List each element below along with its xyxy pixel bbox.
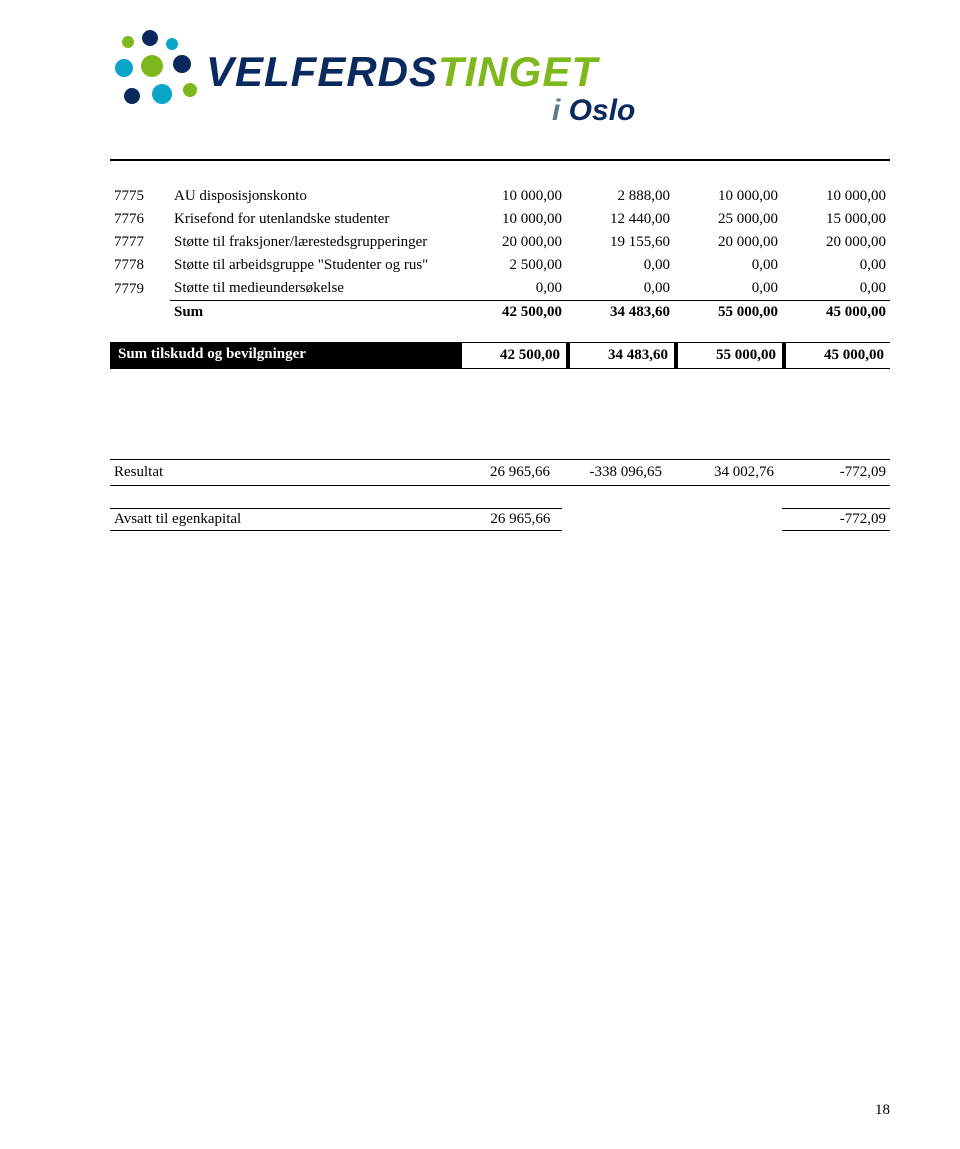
- row-desc: AU disposisjonskonto: [170, 185, 458, 208]
- result-label: Resultat: [110, 462, 442, 483]
- table-row: 7778Støtte til arbeidsgruppe "Studenter …: [110, 254, 890, 277]
- row-c3: 25 000,00: [674, 208, 782, 231]
- result-c3: 34 002,76: [666, 462, 778, 483]
- row-c4: 10 000,00: [782, 185, 890, 208]
- row-c3: 0,00: [674, 277, 782, 301]
- avsatt-gap: [562, 508, 782, 531]
- row-c4: 0,00: [782, 254, 890, 277]
- sum-c1: 42 500,00: [458, 301, 566, 325]
- row-c2: 0,00: [566, 254, 674, 277]
- row-c2: 2 888,00: [566, 185, 674, 208]
- sum-c3: 55 000,00: [674, 301, 782, 325]
- result-line: Resultat 26 965,66 -338 096,65 34 002,76…: [110, 459, 890, 486]
- result-block: Resultat 26 965,66 -338 096,65 34 002,76…: [110, 459, 890, 531]
- row-c4: 20 000,00: [782, 231, 890, 254]
- avsatt-label: Avsatt til egenkapital: [114, 511, 490, 528]
- row-c3: 10 000,00: [674, 185, 782, 208]
- row-desc: Støtte til medieundersøkelse: [170, 277, 458, 301]
- avsatt-row: Avsatt til egenkapital 26 965,66 -772,09: [110, 508, 890, 531]
- table-row: 7779Støtte til medieundersøkelse0,000,00…: [110, 277, 890, 301]
- row-c4: 15 000,00: [782, 208, 890, 231]
- avsatt-right-val: -772,09: [782, 508, 890, 531]
- row-code: 7776: [110, 208, 170, 231]
- row-c1: 0,00: [458, 277, 566, 301]
- total-label: Sum tilskudd og bevilgninger: [110, 342, 462, 369]
- row-code: 7778: [110, 254, 170, 277]
- svg-text:i Oslo: i Oslo: [552, 94, 635, 127]
- sum-label: Sum: [170, 301, 458, 325]
- table-row: 7776Krisefond for utenlandske studenter1…: [110, 208, 890, 231]
- row-code: 7777: [110, 231, 170, 254]
- row-desc: Støtte til fraksjoner/lærestedsgrupperin…: [170, 231, 458, 254]
- row-c1: 2 500,00: [458, 254, 566, 277]
- result-c1: 26 965,66: [442, 462, 554, 483]
- row-desc: Krisefond for utenlandske studenter: [170, 208, 458, 231]
- sum-spacer: [110, 301, 170, 325]
- total-row: Sum tilskudd og bevilgninger 42 500,00 3…: [110, 342, 890, 369]
- row-c2: 0,00: [566, 277, 674, 301]
- svg-text:VELFERDSTINGET: VELFERDSTINGET: [206, 48, 600, 95]
- sum-c4: 45 000,00: [782, 301, 890, 325]
- page-number: 18: [875, 1102, 890, 1119]
- total-c3: 55 000,00: [678, 342, 782, 369]
- row-c1: 10 000,00: [458, 185, 566, 208]
- logo: VELFERDSTINGET i Oslo: [110, 28, 890, 143]
- row-c3: 20 000,00: [674, 231, 782, 254]
- total-c4: 45 000,00: [786, 342, 890, 369]
- result-c2: -338 096,65: [554, 462, 666, 483]
- sum-c2: 34 483,60: [566, 301, 674, 325]
- row-c2: 19 155,60: [566, 231, 674, 254]
- table-row: 7775AU disposisjonskonto10 000,002 888,0…: [110, 185, 890, 208]
- table-row: 7777Støtte til fraksjoner/lærestedsgrupp…: [110, 231, 890, 254]
- result-c4: -772,09: [778, 462, 890, 483]
- total-c1: 42 500,00: [462, 342, 566, 369]
- total-c2: 34 483,60: [570, 342, 674, 369]
- row-desc: Støtte til arbeidsgruppe "Studenter og r…: [170, 254, 458, 277]
- header-rule: [110, 159, 890, 161]
- row-code: 7779: [110, 277, 170, 301]
- budget-table: 7775AU disposisjonskonto10 000,002 888,0…: [110, 185, 890, 324]
- logo-svg: VELFERDSTINGET i Oslo: [110, 28, 670, 138]
- row-c1: 20 000,00: [458, 231, 566, 254]
- avsatt-left: Avsatt til egenkapital 26 965,66: [110, 508, 562, 531]
- row-code: 7775: [110, 185, 170, 208]
- row-c4: 0,00: [782, 277, 890, 301]
- row-c3: 0,00: [674, 254, 782, 277]
- avsatt-left-val: 26 965,66: [490, 511, 558, 528]
- row-c1: 10 000,00: [458, 208, 566, 231]
- page: VELFERDSTINGET i Oslo 7775AU disposisjon…: [0, 0, 960, 1149]
- row-c2: 12 440,00: [566, 208, 674, 231]
- sum-row: Sum42 500,0034 483,6055 000,0045 000,00: [110, 301, 890, 325]
